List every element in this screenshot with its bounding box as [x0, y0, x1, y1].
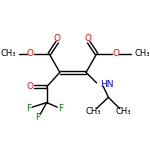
Text: O: O: [85, 34, 92, 43]
Text: O: O: [26, 82, 33, 91]
Text: CH₃: CH₃: [0, 50, 16, 58]
Text: HN: HN: [100, 80, 113, 89]
Text: O: O: [27, 50, 34, 58]
Text: F: F: [26, 104, 31, 113]
Text: O: O: [112, 50, 119, 58]
Text: F: F: [58, 104, 63, 113]
Text: CH₃: CH₃: [134, 50, 150, 58]
Text: CH₃: CH₃: [115, 107, 131, 116]
Text: CH₃: CH₃: [85, 107, 101, 116]
Text: F: F: [35, 113, 40, 122]
Text: O: O: [54, 34, 61, 43]
